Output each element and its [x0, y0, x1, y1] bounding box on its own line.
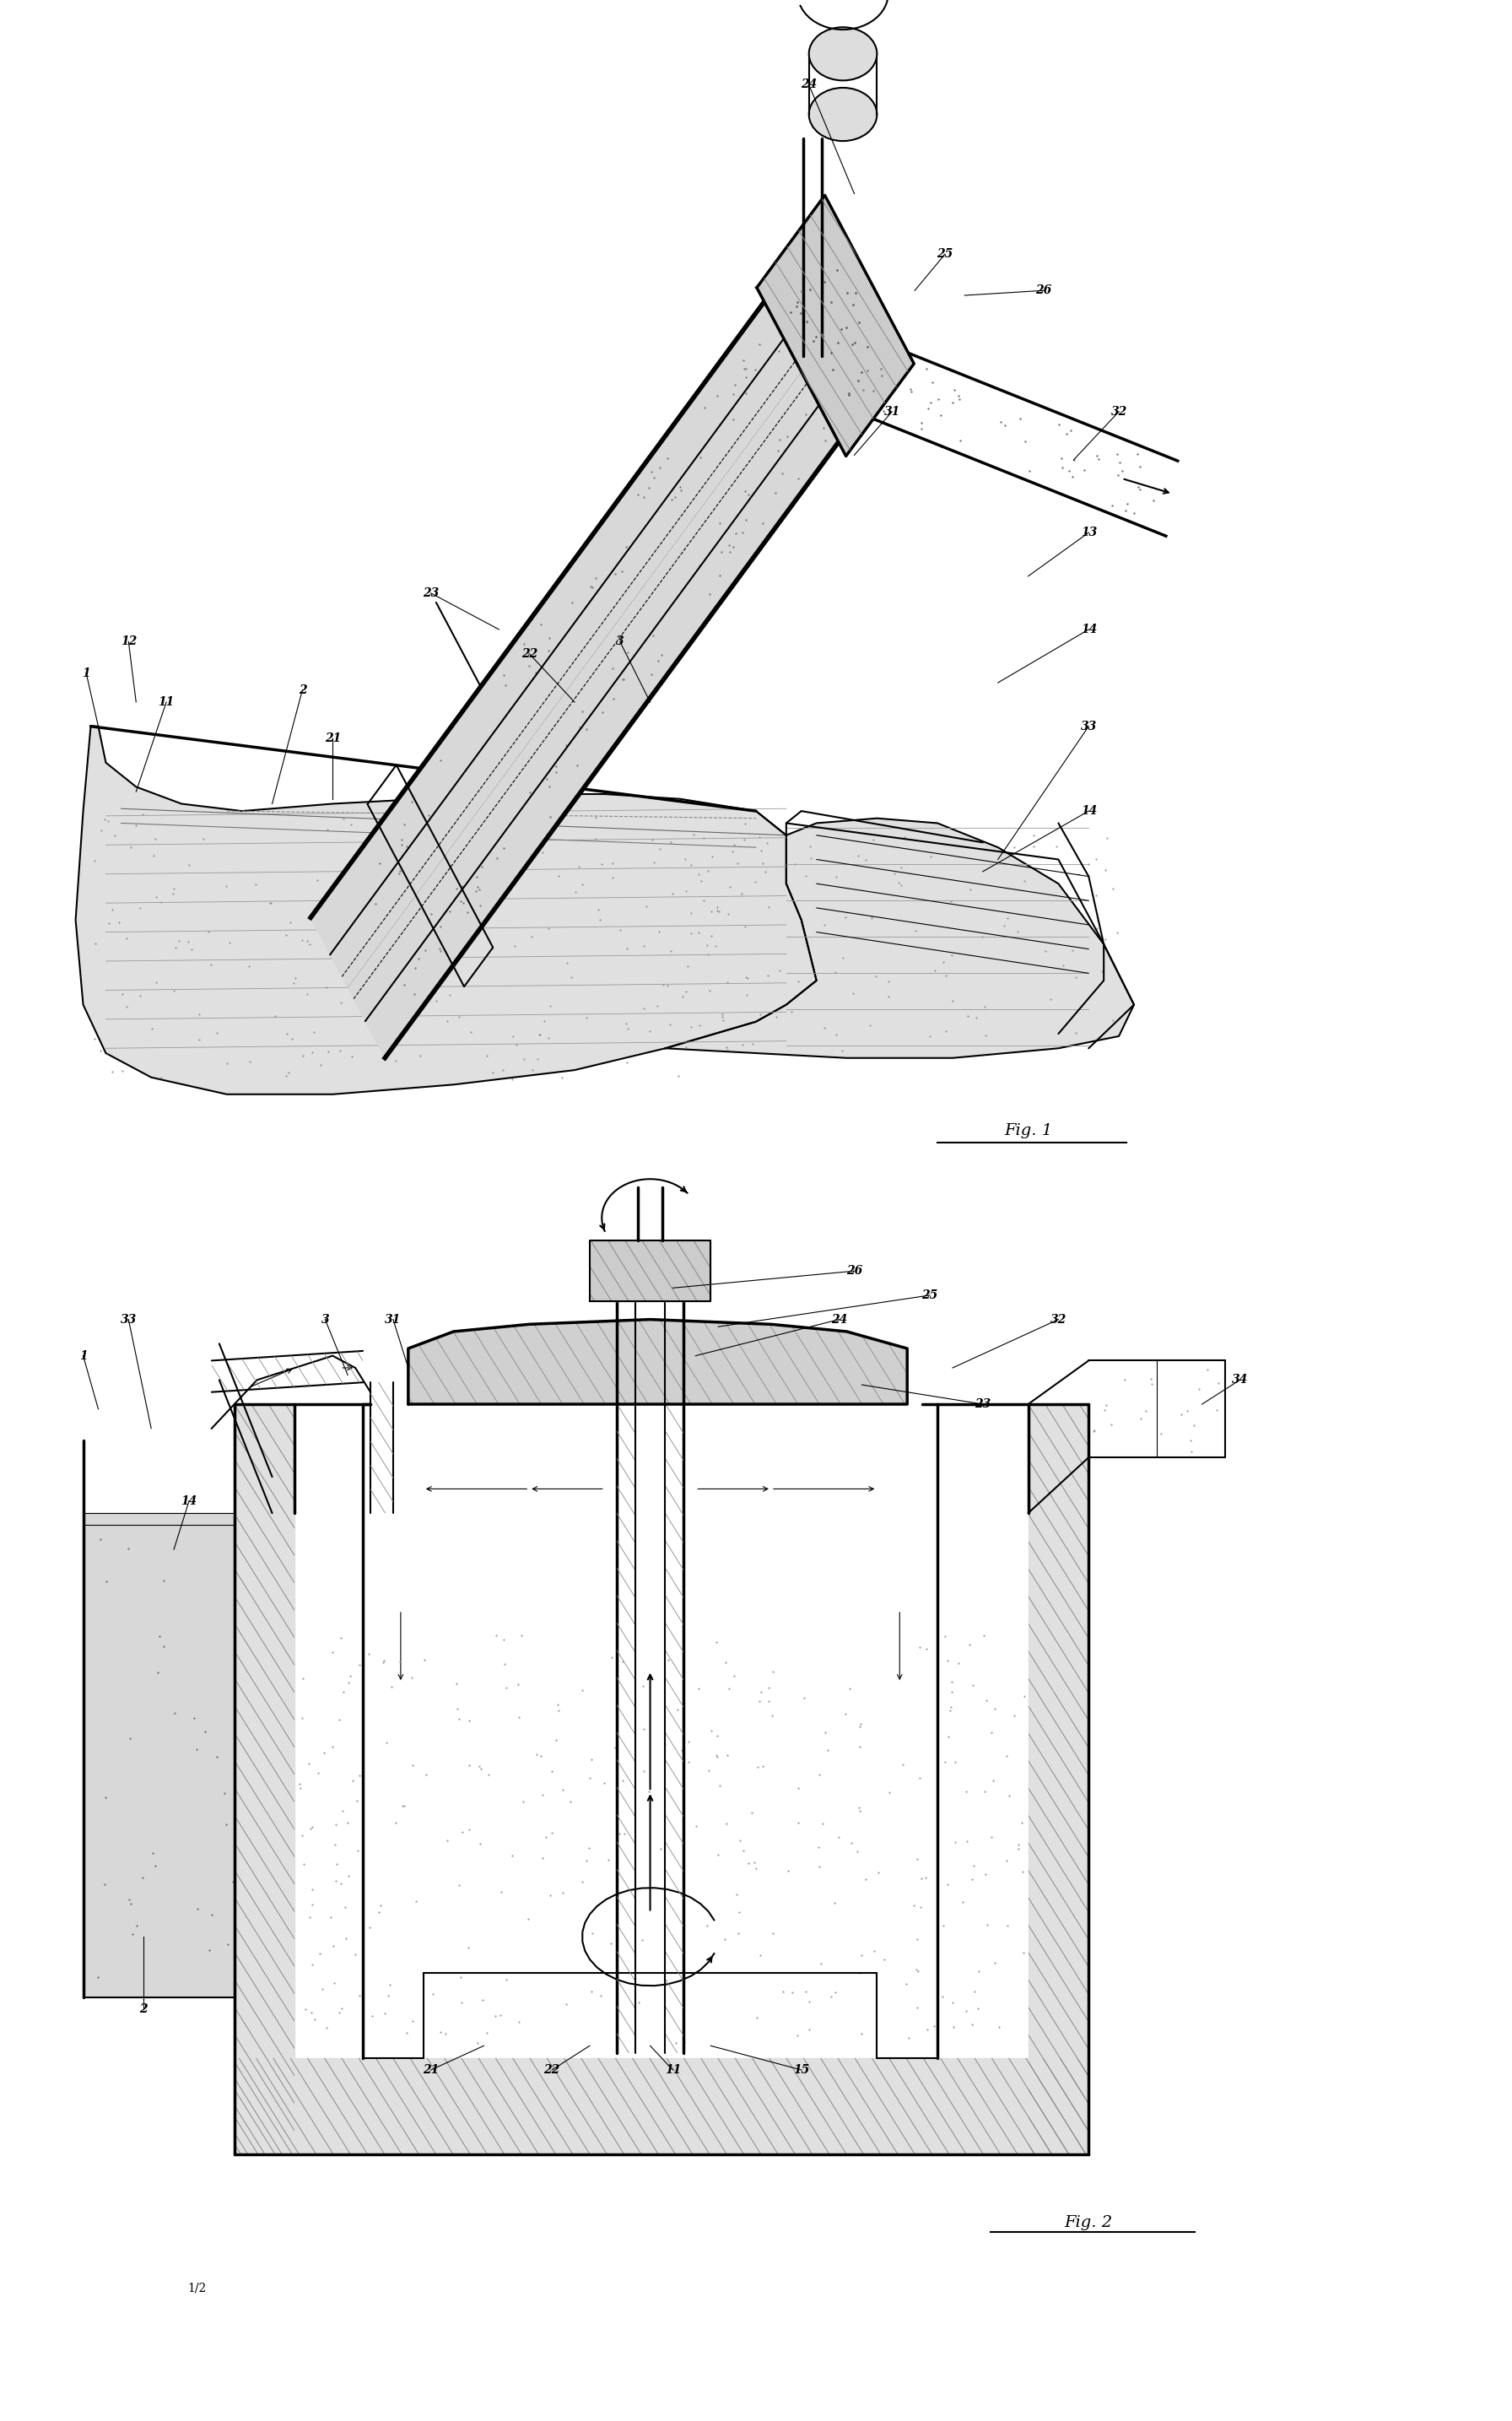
Polygon shape — [234, 1404, 295, 2155]
Text: 26: 26 — [847, 1266, 862, 1276]
Text: 31: 31 — [885, 407, 900, 416]
Polygon shape — [665, 1404, 683, 2053]
Polygon shape — [590, 1240, 711, 1302]
Text: Fig. 2: Fig. 2 — [1064, 2215, 1113, 2230]
Polygon shape — [408, 1319, 907, 1404]
Text: 15: 15 — [794, 2065, 809, 2075]
Polygon shape — [1028, 1404, 1089, 2155]
Text: 3: 3 — [615, 637, 624, 646]
Text: 13: 13 — [1081, 528, 1096, 537]
Text: 34: 34 — [1232, 1375, 1247, 1385]
Text: 14: 14 — [1081, 806, 1096, 816]
Polygon shape — [665, 818, 1134, 1058]
Polygon shape — [758, 196, 913, 455]
Text: 14: 14 — [181, 1496, 197, 1506]
Text: 23: 23 — [423, 588, 438, 598]
Text: 22: 22 — [522, 649, 537, 659]
Text: 33: 33 — [1081, 721, 1096, 731]
Text: 25: 25 — [937, 249, 953, 259]
Polygon shape — [76, 726, 816, 1094]
Polygon shape — [234, 2058, 1089, 2155]
Ellipse shape — [809, 87, 877, 140]
Text: 24: 24 — [832, 1315, 847, 1324]
Text: 26: 26 — [1036, 286, 1051, 295]
Text: 1/2: 1/2 — [187, 2283, 206, 2293]
Polygon shape — [408, 1319, 907, 1404]
Text: 3: 3 — [321, 1315, 330, 1324]
Polygon shape — [370, 1382, 393, 1513]
Polygon shape — [1028, 1404, 1089, 2155]
Polygon shape — [590, 1240, 711, 1302]
Text: 32: 32 — [1111, 407, 1126, 416]
Text: 14: 14 — [1081, 625, 1096, 634]
Text: 25: 25 — [922, 1290, 937, 1300]
Polygon shape — [212, 1351, 363, 1392]
Text: 21: 21 — [423, 2065, 438, 2075]
Text: 2: 2 — [298, 685, 307, 695]
Polygon shape — [617, 1404, 635, 2053]
Text: 23: 23 — [975, 1399, 990, 1409]
Polygon shape — [310, 286, 850, 1058]
Text: Fig. 1: Fig. 1 — [1004, 1123, 1052, 1138]
Text: 2: 2 — [139, 2005, 148, 2014]
Text: 33: 33 — [121, 1315, 136, 1324]
Polygon shape — [234, 2058, 1089, 2155]
Polygon shape — [234, 1404, 295, 2155]
Text: 11: 11 — [665, 2065, 680, 2075]
Polygon shape — [83, 1513, 272, 1997]
Text: 22: 22 — [544, 2065, 559, 2075]
Text: 11: 11 — [159, 697, 174, 707]
Text: 31: 31 — [386, 1315, 401, 1324]
Text: 32: 32 — [1051, 1315, 1066, 1324]
Text: 21: 21 — [325, 734, 340, 743]
Polygon shape — [758, 196, 913, 455]
Text: 12: 12 — [121, 637, 136, 646]
Text: 24: 24 — [801, 80, 816, 90]
Text: 1: 1 — [82, 668, 91, 678]
Ellipse shape — [809, 27, 877, 80]
Text: 1: 1 — [79, 1351, 88, 1361]
